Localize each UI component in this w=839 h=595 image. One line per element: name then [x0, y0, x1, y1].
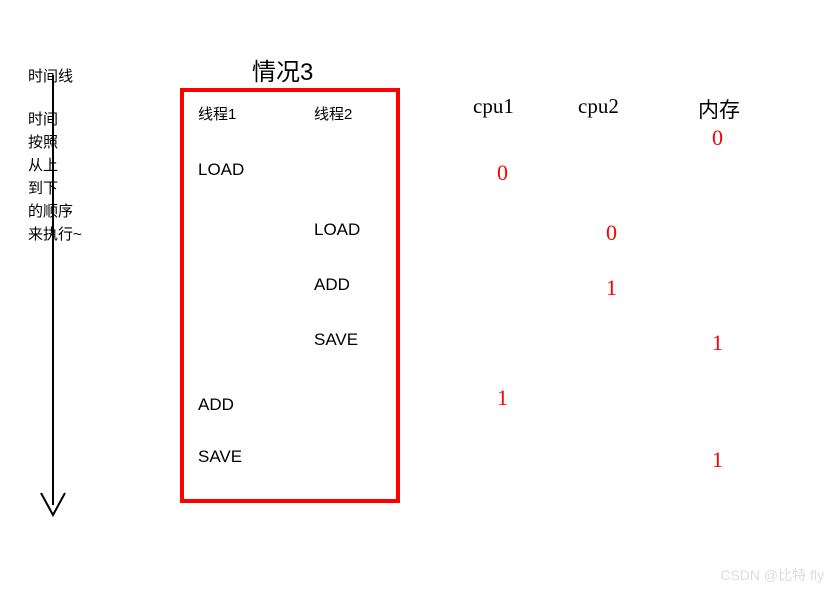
thread1-header: 线程1 — [198, 103, 236, 124]
timeline-text-4: 的顺序 — [28, 200, 73, 221]
thread2-header: 线程2 — [314, 103, 352, 124]
mem-save1: 1 — [712, 447, 723, 473]
t2-step-add: ADD — [314, 275, 350, 295]
col-cpu1: cpu1 — [473, 94, 514, 119]
t2-step-load: LOAD — [314, 220, 360, 240]
cpu2-add: 1 — [606, 275, 617, 301]
thread-box — [180, 88, 400, 503]
t2-step-save: SAVE — [314, 330, 358, 350]
t1-step-add: ADD — [198, 395, 234, 415]
t1-step-load: LOAD — [198, 160, 244, 180]
timeline-text-3: 到下 — [28, 177, 58, 198]
col-cpu2: cpu2 — [578, 94, 619, 119]
timeline-text-1: 按照 — [28, 131, 58, 152]
cpu1-add: 1 — [497, 385, 508, 411]
t1-step-save: SAVE — [198, 447, 242, 467]
timeline-text-0: 时间 — [28, 108, 58, 129]
cpu2-load: 0 — [606, 220, 617, 246]
diagram-title: 情况3 — [252, 52, 313, 87]
mem-save2: 1 — [712, 330, 723, 356]
timeline-header: 时间线 — [28, 65, 73, 86]
watermark: CSDN @比特 fly — [720, 565, 824, 585]
col-mem: 内存 — [698, 94, 740, 124]
cpu1-load: 0 — [497, 160, 508, 186]
timeline-text-2: 从上 — [28, 154, 58, 175]
timeline-text-5: 来执行~ — [28, 223, 82, 244]
mem-initial: 0 — [712, 125, 723, 151]
